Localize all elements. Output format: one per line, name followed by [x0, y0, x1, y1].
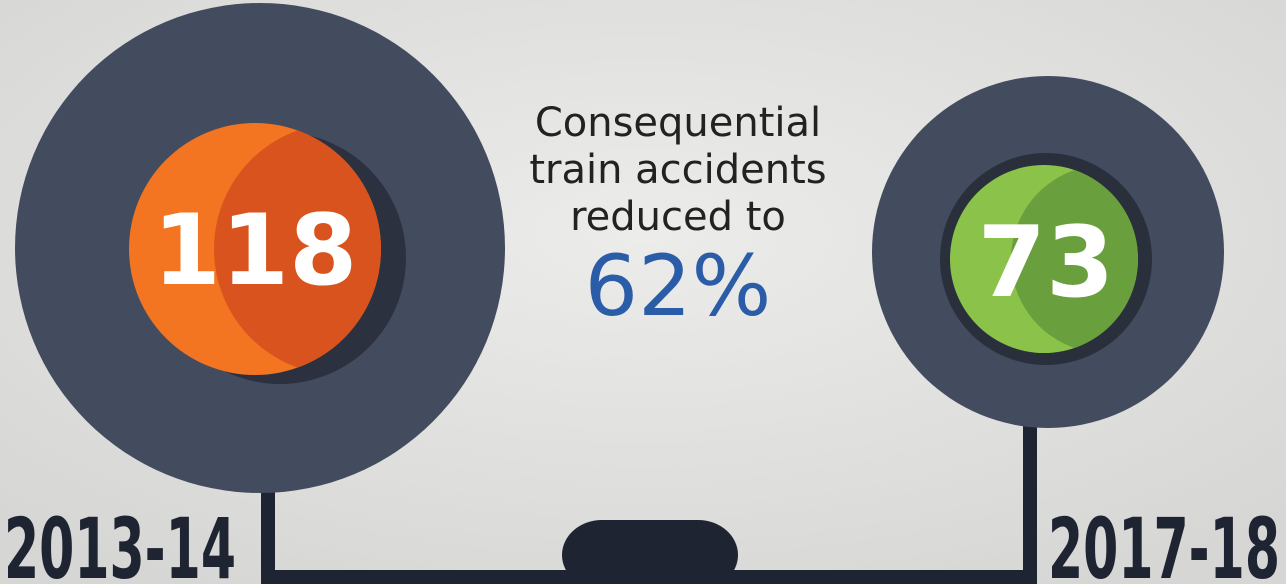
headline-percent: 62%	[585, 237, 772, 335]
right-value: 73	[978, 206, 1114, 320]
right-badge: 73	[872, 76, 1224, 428]
connector	[261, 420, 1037, 584]
left-badge: 118	[15, 3, 505, 493]
right-year: 2017-18	[1048, 500, 1280, 584]
headline-line: reduced to	[570, 194, 786, 240]
left-year: 2013-14	[4, 500, 236, 584]
left-value: 118	[153, 194, 358, 308]
headline-line: Consequential	[535, 100, 821, 146]
headline-line: train accidents	[529, 147, 826, 193]
